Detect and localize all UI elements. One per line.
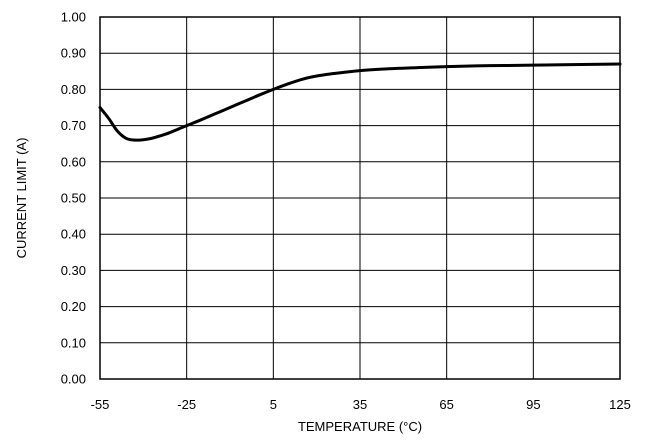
- x-axis-label: TEMPERATURE (°C): [298, 419, 422, 434]
- y-axis-label: CURRENT LIMIT (A): [14, 138, 29, 259]
- x-tick-label: 65: [439, 397, 453, 412]
- current-limit-curve: [98, 62, 622, 142]
- y-tick-label: 0.80: [61, 82, 86, 97]
- y-tick-label: 0.50: [61, 191, 86, 206]
- x-axis-ticks: -55 -25 5 35 65 95 125: [91, 397, 631, 412]
- series-layer: [98, 62, 622, 142]
- x-tick-label: 5: [270, 397, 277, 412]
- y-tick-label: 0.40: [61, 227, 86, 242]
- y-axis-ticks: 0.00 0.10 0.20 0.30 0.40 0.50 0.60 0.70 0.80 0.90…: [61, 10, 86, 387]
- x-tick-label: 35: [353, 397, 367, 412]
- plot-frame: [99, 16, 621, 380]
- x-tick-label: 95: [526, 397, 540, 412]
- y-tick-label: 0.60: [61, 154, 86, 169]
- y-tick-label: 0.10: [61, 335, 86, 350]
- y-tick-label: 0.20: [61, 299, 86, 314]
- y-tick-label: 1.00: [61, 10, 86, 25]
- x-tick-label: -25: [177, 397, 196, 412]
- x-tick-label: 125: [609, 397, 631, 412]
- y-tick-label: 0.90: [61, 46, 86, 61]
- x-tick-label: -55: [91, 397, 110, 412]
- y-tick-label: 0.30: [61, 263, 86, 278]
- y-tick-label: 0.00: [61, 372, 86, 387]
- y-tick-label: 0.70: [61, 118, 86, 133]
